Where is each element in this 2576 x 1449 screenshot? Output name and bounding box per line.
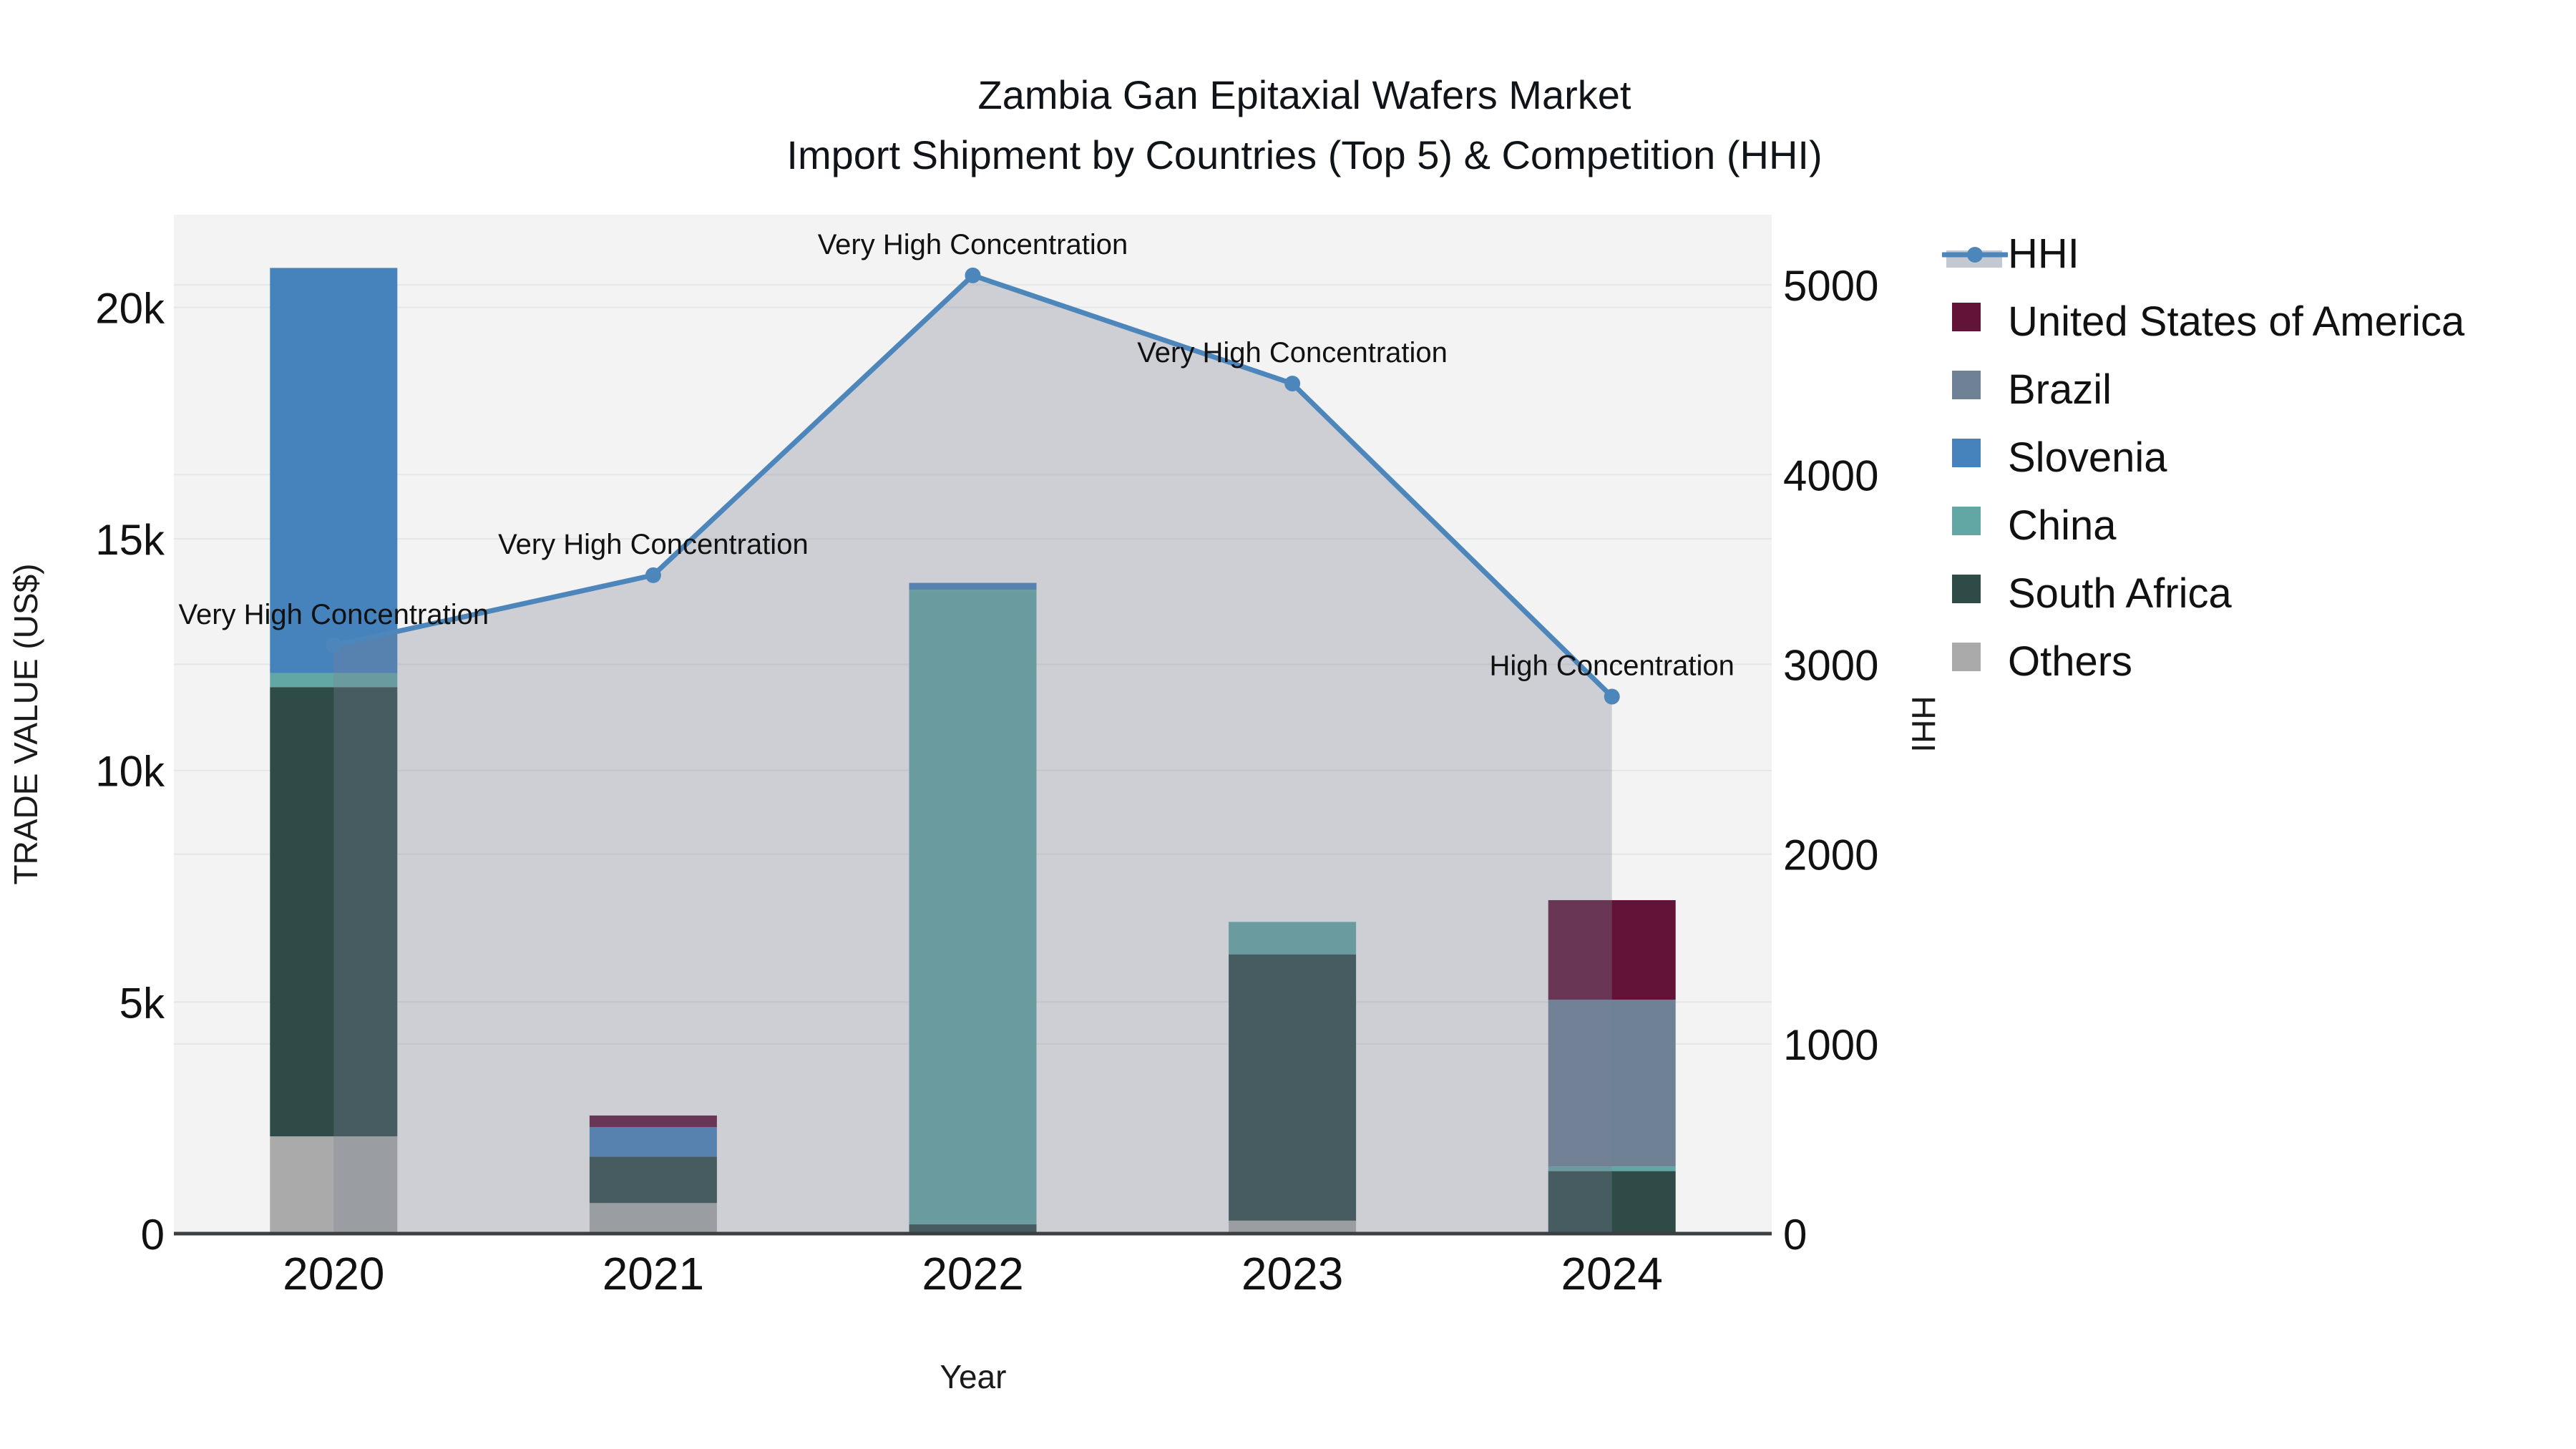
y-right-tick-0: 0 [1783, 1211, 1807, 1259]
legend-swatch [1952, 439, 1981, 467]
legend-item-hhi[interactable]: HHI [1942, 230, 2079, 277]
legend-label: Brazil [2008, 366, 2112, 413]
legend-item-slovenia[interactable]: Slovenia [1952, 434, 2167, 481]
legend-swatch [1952, 575, 1981, 603]
annotation-2023: Very High Concentration [1137, 337, 1448, 369]
legend-item-china[interactable]: China [1952, 502, 2117, 549]
x-tick-2020: 2020 [283, 1248, 384, 1299]
hhi-point-2022 [965, 267, 981, 283]
annotation-2022: Very High Concentration [818, 229, 1128, 260]
bar-segment-south-africa-2023 [1229, 954, 1357, 1221]
hhi-line-layer [326, 267, 1620, 1234]
legend: HHI United States of America Brazil Sloveni… [1942, 230, 2465, 685]
hhi-point-2020 [326, 637, 342, 653]
stacked-bars [270, 268, 1676, 1234]
x-axis-title: Year [940, 1358, 1007, 1395]
legend-label: HHI [2008, 230, 2079, 277]
bar-segment-china-2024 [1548, 1166, 1676, 1171]
bar-segment-others-2021 [589, 1203, 717, 1234]
annotation-2020: Very High Concentration [179, 599, 489, 630]
y-right-tick-5000: 5000 [1783, 262, 1878, 310]
legend-item-brazil[interactable]: Brazil [1952, 366, 2112, 413]
y-left-axis-title: TRADE VALUE (US$) [7, 563, 44, 884]
annotation-2021: Very High Concentration [498, 529, 809, 560]
bar-segment-slovenia-2020 [270, 268, 398, 673]
chart-title-line1: Zambia Gan Epitaxial Wafers Market [978, 72, 1631, 117]
y-right-tick-3000: 3000 [1783, 641, 1878, 689]
annotations: Very High Concentration Very High Concent… [179, 229, 1735, 682]
hhi-area-fill [333, 275, 1612, 1234]
legend-item-united-states-of-america[interactable]: United States of America [1952, 298, 2465, 345]
y-left-tick-20k: 20k [95, 284, 165, 332]
annotation-2024: High Concentration [1489, 650, 1734, 682]
hhi-point-2024 [1604, 688, 1620, 705]
y-right-tick-4000: 4000 [1783, 452, 1878, 499]
y-right-axis-title: HHI [1905, 696, 1942, 752]
y-left-tick-0: 0 [141, 1211, 165, 1259]
hhi-legend-marker [1967, 247, 1983, 263]
hhi-point-2023 [1284, 376, 1301, 392]
bar-segment-china-2022 [909, 590, 1037, 1225]
legend-item-others[interactable]: Others [1952, 638, 2132, 685]
bar-segment-south-africa-2020 [270, 687, 398, 1137]
legend-label: Slovenia [2008, 434, 2167, 481]
x-tick-2021: 2021 [602, 1248, 704, 1299]
axis-tick-labels: 0 5k 10k 15k 20k 0 1000 2000 3000 4000 5000 2020 202… [95, 262, 1878, 1299]
legend-swatch [1952, 507, 1981, 535]
x-tick-2024: 2024 [1561, 1248, 1663, 1299]
bar-segment-brazil-2024 [1548, 1000, 1676, 1167]
bar-segment-slovenia-2022 [909, 582, 1037, 590]
bar-segment-slovenia-2021 [589, 1127, 717, 1157]
bar-segment-china-2023 [1229, 922, 1357, 955]
legend-label: China [2008, 502, 2117, 549]
legend-label: Others [2008, 638, 2132, 685]
bar-segment-united-states-of-america-2021 [589, 1115, 717, 1128]
bar-segment-south-africa-2021 [589, 1156, 717, 1204]
bar-segment-others-2020 [270, 1136, 398, 1234]
legend-swatch [1952, 371, 1981, 399]
x-tick-2023: 2023 [1241, 1248, 1343, 1299]
y-left-tick-5k: 5k [119, 979, 165, 1027]
bar-segment-south-africa-2024 [1548, 1171, 1676, 1234]
bar-segment-china-2020 [270, 673, 398, 688]
y-right-tick-2000: 2000 [1783, 831, 1878, 879]
y-right-tick-1000: 1000 [1783, 1021, 1878, 1069]
y-left-tick-15k: 15k [95, 516, 165, 564]
bar-segment-united-states-of-america-2024 [1548, 899, 1676, 1000]
legend-swatch [1952, 643, 1981, 671]
bar-segment-others-2023 [1229, 1220, 1357, 1234]
hhi-point-2021 [645, 567, 661, 583]
legend-swatch [1952, 303, 1981, 331]
y-left-tick-10k: 10k [95, 748, 165, 796]
legend-item-south-africa[interactable]: South Africa [1952, 570, 2232, 617]
x-tick-2022: 2022 [922, 1248, 1023, 1299]
chart-title-line2: Import Shipment by Countries (Top 5) & C… [786, 132, 1822, 177]
bar-segment-south-africa-2022 [909, 1224, 1037, 1234]
legend-label: United States of America [2008, 298, 2465, 345]
legend-label: South Africa [2008, 570, 2232, 617]
